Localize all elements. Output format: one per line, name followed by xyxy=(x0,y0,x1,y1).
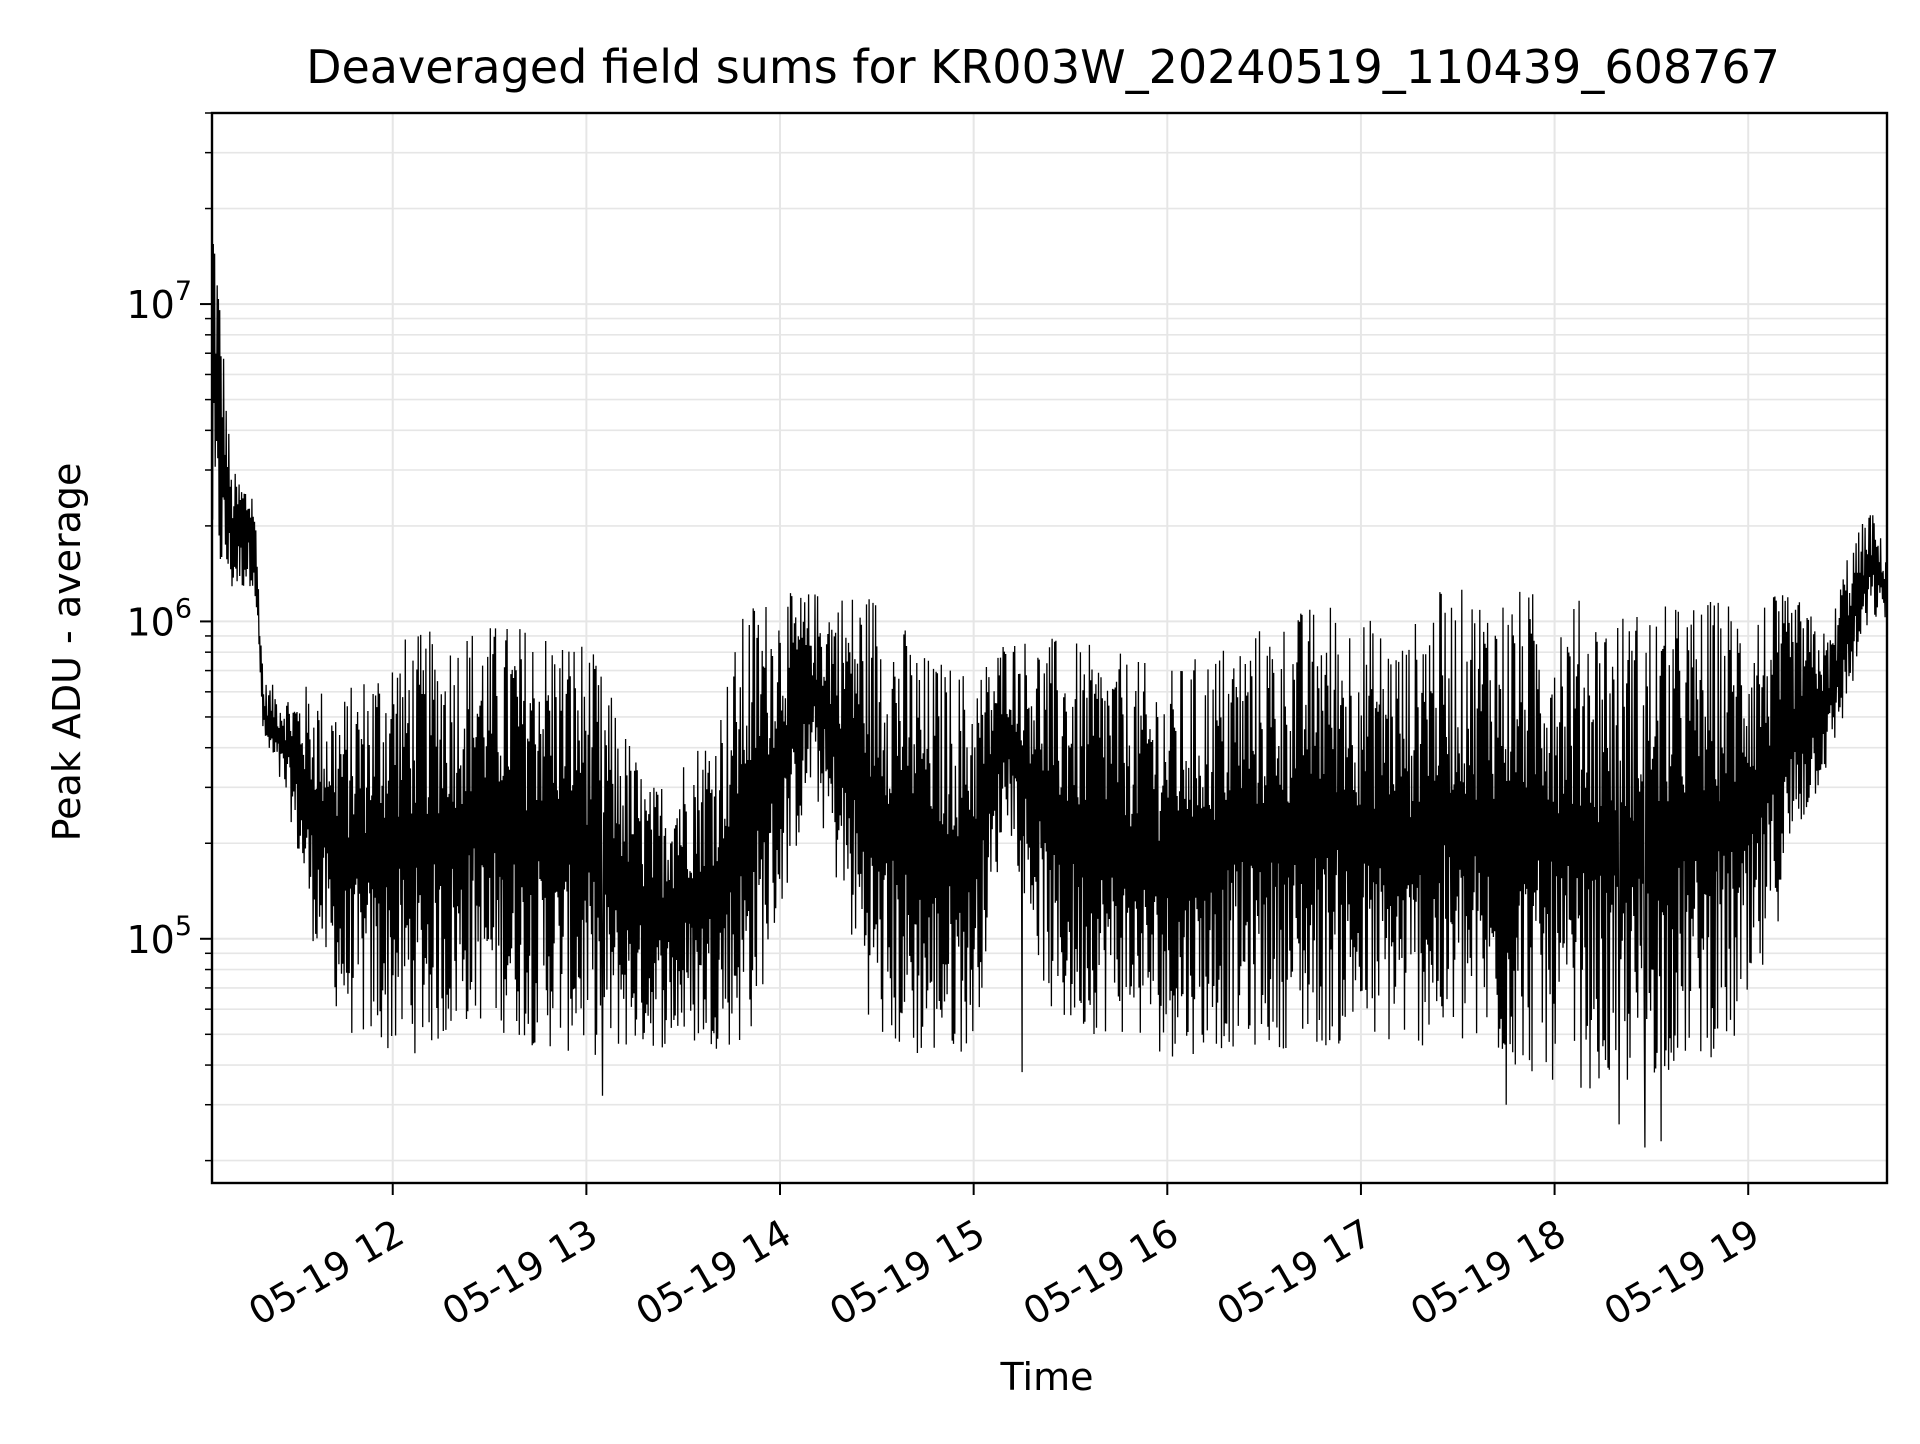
chart-title: Deaveraged field sums for KR003W_2024051… xyxy=(306,40,1780,94)
y-tick-label: 107 xyxy=(126,276,192,327)
plot-frame xyxy=(210,111,1889,1185)
series-line xyxy=(211,222,1888,1148)
x-axis-label: Time xyxy=(1000,1355,1094,1399)
y-tick-label: 105 xyxy=(126,911,192,962)
y-tick-label: 106 xyxy=(126,593,192,644)
plot-area xyxy=(211,222,1888,1148)
y-axis: 105 106 107 xyxy=(126,112,212,1162)
y-axis-label: Peak ADU - average xyxy=(45,463,89,842)
